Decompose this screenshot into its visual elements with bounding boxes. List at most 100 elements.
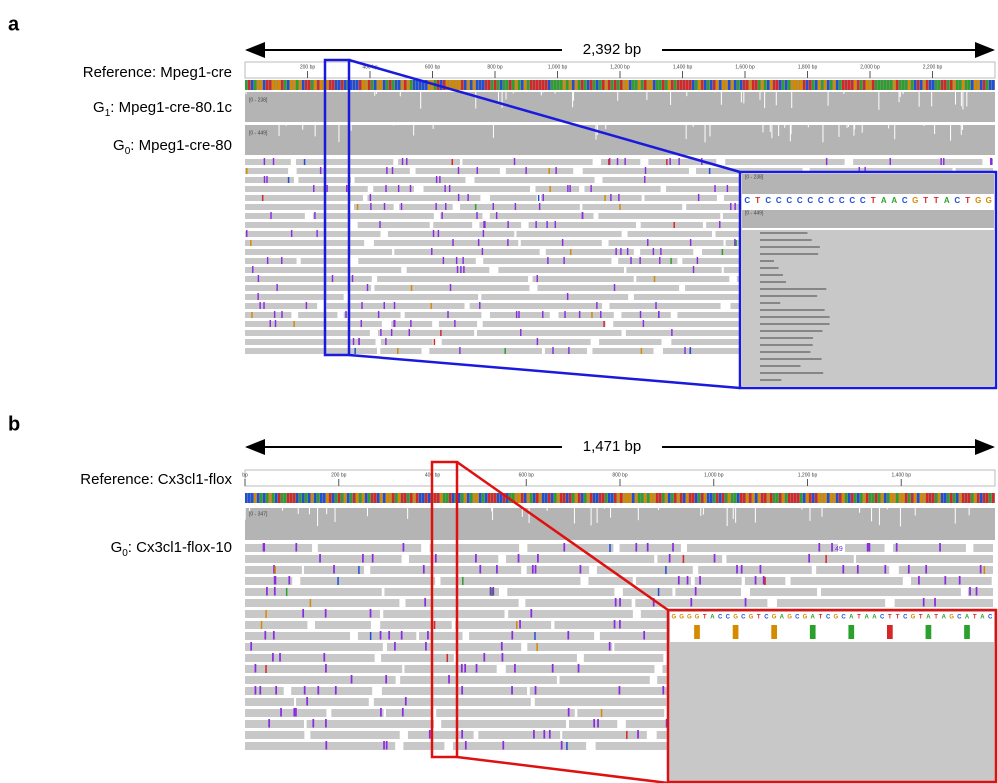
reference-base xyxy=(704,493,706,503)
reference-base xyxy=(299,493,301,503)
reference-base xyxy=(461,493,463,503)
read xyxy=(583,168,689,174)
reference-base xyxy=(845,493,847,503)
insertion-mark: I xyxy=(618,684,621,698)
reference-base xyxy=(710,80,712,90)
reference-base xyxy=(896,80,898,90)
insertion-mark: I xyxy=(567,629,570,643)
reference-base xyxy=(689,80,691,90)
reference-base xyxy=(809,493,811,503)
reference-base xyxy=(488,80,490,90)
insertion-mark: I xyxy=(393,640,396,654)
read xyxy=(506,168,573,174)
insertion-mark: I xyxy=(460,684,463,698)
reference-base xyxy=(545,80,547,90)
insertion-mark: I xyxy=(734,202,737,213)
insertion-mark: I xyxy=(352,337,355,348)
insertion-mark: I xyxy=(273,585,276,599)
reference-base xyxy=(476,80,478,90)
reference-base xyxy=(815,493,817,503)
base-letter: C xyxy=(818,196,824,205)
zoom-coverage xyxy=(742,174,994,194)
mismatch xyxy=(626,731,628,739)
reference-base xyxy=(971,80,973,90)
reference-base xyxy=(911,80,913,90)
reference-base xyxy=(977,493,979,503)
insertion-mark: I xyxy=(686,574,689,588)
reference-base xyxy=(503,80,505,90)
insertion-mark: I xyxy=(314,211,317,222)
reference-base xyxy=(644,493,646,503)
insertion-mark: I xyxy=(538,202,541,213)
insertion-mark: I xyxy=(391,166,394,177)
insertion-mark: I xyxy=(464,662,467,676)
reference-base xyxy=(788,493,790,503)
reference-base xyxy=(899,80,901,90)
read xyxy=(406,599,519,607)
reference-base xyxy=(941,493,943,503)
insertion-mark: I xyxy=(385,337,388,348)
read xyxy=(440,577,580,585)
reference-base xyxy=(620,80,622,90)
reference-base xyxy=(413,80,415,90)
insertion-mark: I xyxy=(475,662,478,676)
base-letter: C xyxy=(795,615,800,621)
mismatch xyxy=(666,159,668,165)
insertion-mark: I xyxy=(249,640,252,654)
read xyxy=(245,222,350,228)
reference-base xyxy=(959,80,961,90)
insertion-mark: I xyxy=(652,247,655,258)
reference-base xyxy=(671,80,673,90)
mismatch xyxy=(411,285,413,291)
reference-base xyxy=(668,80,670,90)
reference-base xyxy=(938,80,940,90)
reference-base xyxy=(605,493,607,503)
read xyxy=(439,321,477,327)
reference-base xyxy=(614,80,616,90)
reference-base xyxy=(281,493,283,503)
read xyxy=(973,544,993,552)
insertion-mark: I xyxy=(276,283,279,294)
reference-base xyxy=(803,80,805,90)
insertion-mark: I xyxy=(541,310,544,321)
insertion-mark: I xyxy=(278,651,281,665)
read xyxy=(245,698,294,706)
mismatch xyxy=(310,599,312,607)
reference-base xyxy=(743,80,745,90)
reference-base xyxy=(563,80,565,90)
mismatch xyxy=(288,177,290,183)
insertion-mark: I xyxy=(279,706,282,720)
read xyxy=(245,348,377,354)
base-letter: G xyxy=(672,615,677,621)
mismatch xyxy=(984,566,986,574)
read xyxy=(245,231,381,237)
reference-base xyxy=(848,80,850,90)
base-letter: T xyxy=(919,615,923,621)
insertion-mark: I xyxy=(460,265,463,276)
coverage-track xyxy=(245,508,995,540)
mismatch xyxy=(604,195,606,201)
reference-base xyxy=(602,493,604,503)
insertion-mark: I xyxy=(358,337,361,348)
read xyxy=(344,312,401,318)
insertion-mark: I xyxy=(630,256,633,267)
reference-base xyxy=(926,493,928,503)
mismatch xyxy=(357,204,359,210)
read xyxy=(394,249,539,255)
reference-base xyxy=(653,493,655,503)
reference-base xyxy=(332,493,334,503)
insertion-mark: I xyxy=(383,202,386,213)
insertion-mark: I xyxy=(639,256,642,267)
insertion-mark: I xyxy=(546,256,549,267)
reference-base xyxy=(650,493,652,503)
reference-base xyxy=(383,493,385,503)
reference-base xyxy=(452,493,454,503)
reference-base xyxy=(764,80,766,90)
insertion-mark: I xyxy=(536,337,539,348)
read xyxy=(695,577,742,585)
reference-base xyxy=(722,493,724,503)
reference-base xyxy=(743,493,745,503)
reference-base xyxy=(500,80,502,90)
insertion-mark: I xyxy=(642,319,645,330)
insertion-mark: I xyxy=(513,662,516,676)
